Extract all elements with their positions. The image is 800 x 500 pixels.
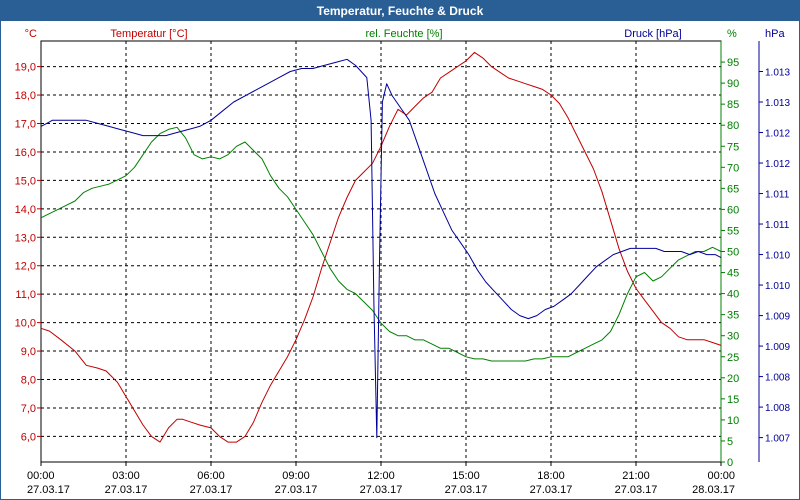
x-tick-date: 27.03.17 (275, 484, 318, 496)
humidity-tick-label: 85 (727, 99, 739, 111)
temperature-tick-label: 16,0 (15, 147, 36, 159)
x-tick-date: 27.03.17 (190, 484, 233, 496)
x-tick-date: 27.03.17 (530, 484, 573, 496)
humidity-tick-label: 15 (727, 394, 739, 406)
humidity-tick-label: 65 (727, 183, 739, 195)
humidity-tick-label: 10 (727, 415, 739, 427)
labels: 19,0 18,0 17,0 16,0 15,0 14,0 13,0 12,0 11,0 10,0… (15, 28, 791, 496)
humidity-tick-label: 25 (727, 352, 739, 364)
humidity-tick-label: 45 (727, 268, 739, 280)
x-tick-date: 27.03.17 (445, 484, 488, 496)
humidity-tick-label: 35 (727, 310, 739, 322)
x-tick-date: 28.03.17 (692, 484, 735, 496)
x-tick-time: 03:00 (112, 470, 140, 482)
pressure-tick-label: 1.010 (765, 251, 790, 262)
pressure-tick-label: 1.009 (765, 342, 790, 353)
x-tick-time: 12:00 (367, 470, 395, 482)
humidity-tick-label: 75 (727, 141, 739, 153)
x-tick-date: 27.03.17 (105, 484, 148, 496)
humidity-tick-label: 0 (727, 457, 733, 469)
temperature-line (40, 51, 722, 443)
pressure-tick-label: 1.011 (765, 190, 790, 201)
x-tick-time: 18:00 (537, 470, 565, 482)
pressure-line (40, 58, 722, 439)
axes (37, 41, 763, 466)
humidity-tick-label: 30 (727, 331, 739, 343)
pressure-unit-label: hPa (765, 28, 785, 40)
pressure-tick-label: 1.010 (765, 281, 790, 292)
humidity-tick-label: 5 (727, 436, 733, 448)
pressure-tick-label: 1.008 (765, 373, 790, 384)
temperature-tick-label: 6,0 (21, 431, 36, 443)
humidity-tick-label: 20 (727, 373, 739, 385)
temperature-tick-label: 18,0 (15, 90, 36, 102)
humidity-tick-label: 80 (727, 120, 739, 132)
x-tick-date: 27.03.17 (360, 484, 403, 496)
humidity-tick-label: 40 (727, 289, 739, 301)
chart-title: Temperatur, Feuchte & Druck (1, 1, 799, 21)
x-tick-time: 00:00 (27, 470, 55, 482)
pressure-tick-label: 1.012 (765, 159, 790, 170)
temperature-tick-label: 12,0 (15, 261, 36, 273)
humidity-tick-label: 60 (727, 204, 739, 216)
humidity-line (40, 126, 722, 362)
weather-chart: 19,0 18,0 17,0 16,0 15,0 14,0 13,0 12,0 11,0 10,0… (15, 28, 791, 496)
grid (40, 40, 722, 463)
series (40, 51, 722, 443)
temperature-tick-label: 7,0 (21, 403, 36, 415)
temperature-tick-label: 9,0 (21, 346, 36, 358)
humidity-tick-label: 90 (727, 78, 739, 90)
x-tick-date: 27.03.17 (615, 484, 658, 496)
x-tick-time: 21:00 (622, 470, 650, 482)
temperature-unit-label: °C (25, 28, 37, 40)
humidity-tick-label: 55 (727, 225, 739, 237)
humidity-tick-label: 95 (727, 57, 739, 69)
legend-pressure: Druck [hPa] (624, 28, 681, 40)
pressure-tick-label: 1.013 (765, 68, 790, 79)
temperature-tick-label: 15,0 (15, 175, 36, 187)
legend-temperature: Temperatur [°C] (110, 28, 187, 40)
temperature-tick-label: 14,0 (15, 204, 36, 216)
x-tick-time: 00:00 (707, 470, 735, 482)
x-tick-time: 09:00 (282, 470, 310, 482)
pressure-tick-label: 1.011 (765, 220, 790, 231)
humidity-tick-label: 70 (727, 162, 739, 174)
temperature-tick-label: 17,0 (15, 118, 36, 130)
x-tick-date: 27.03.17 (27, 484, 70, 496)
pressure-tick-label: 1.007 (765, 434, 790, 445)
pressure-tick-label: 1.013 (765, 98, 790, 109)
pressure-tick-label: 1.008 (765, 403, 790, 414)
temperature-tick-label: 11,0 (15, 289, 36, 301)
x-tick-time: 15:00 (452, 470, 480, 482)
temperature-tick-label: 19,0 (15, 62, 36, 74)
humidity-tick-label: 50 (727, 247, 739, 259)
humidity-unit-label: % (727, 28, 737, 40)
temperature-tick-label: 8,0 (21, 375, 36, 387)
pressure-tick-label: 1.012 (765, 129, 790, 140)
pressure-tick-label: 1.009 (765, 312, 790, 323)
x-tick-time: 06:00 (197, 470, 225, 482)
temperature-tick-label: 13,0 (15, 232, 36, 244)
legend-humidity: rel. Feuchte [%] (365, 28, 442, 40)
temperature-tick-label: 10,0 (15, 318, 36, 330)
